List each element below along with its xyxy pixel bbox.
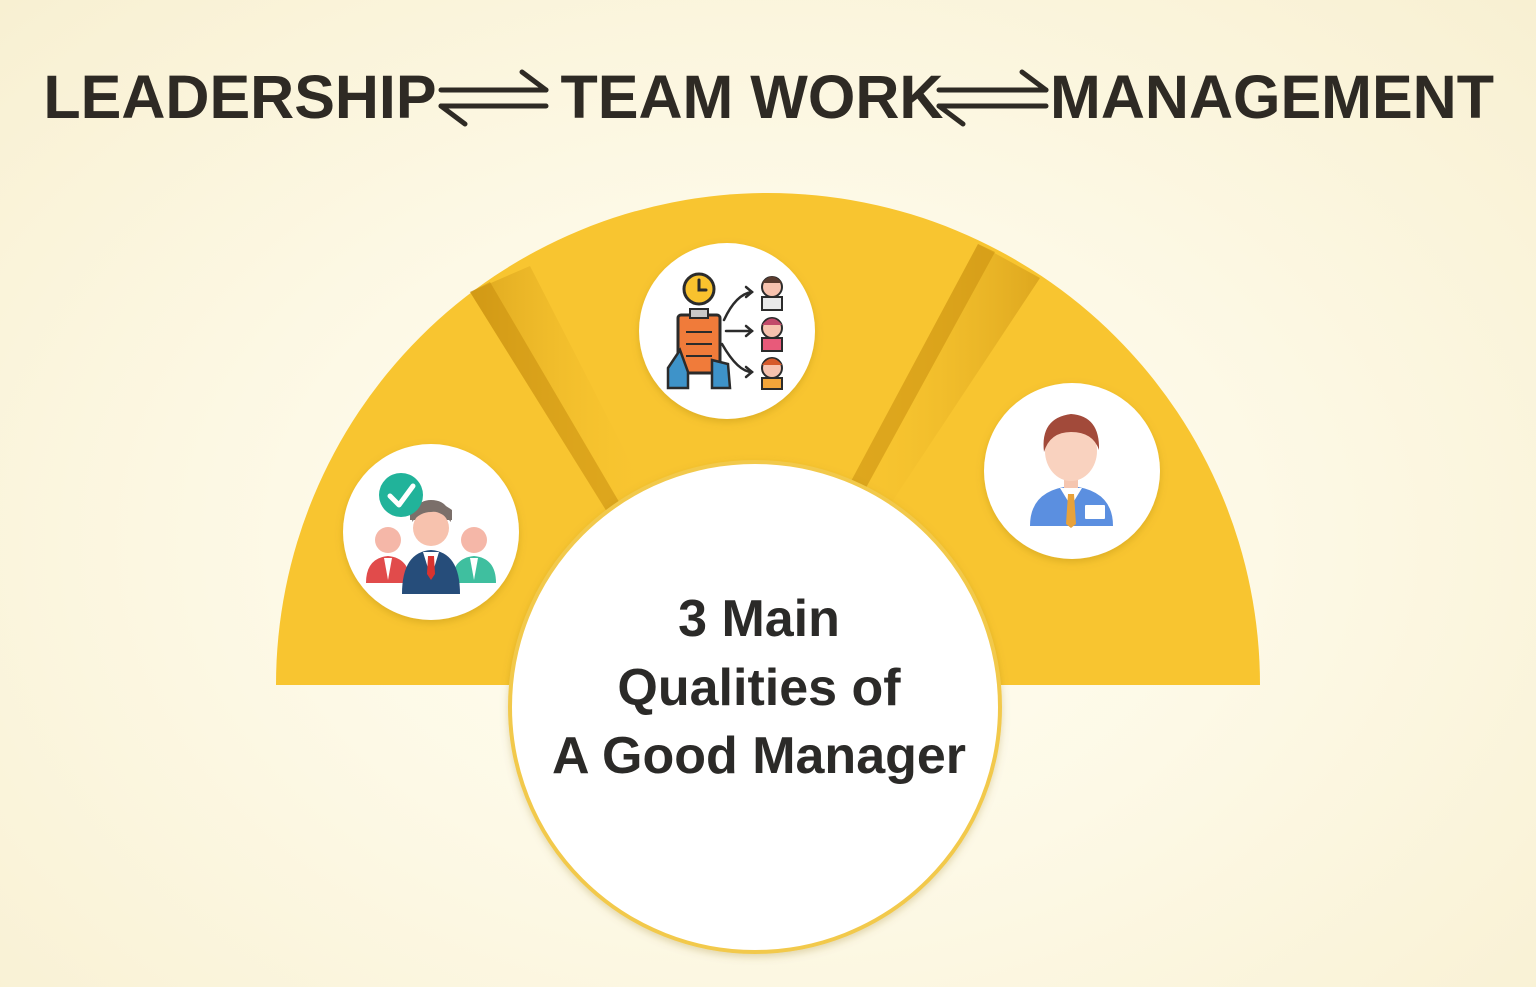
manager-icon — [1030, 414, 1113, 528]
task-delegation-icon — [666, 272, 783, 390]
team-leader-icon — [366, 473, 496, 594]
segment-leadership — [343, 444, 519, 620]
header-word-leadership: LEADERSHIP — [43, 63, 436, 131]
segment-team-work — [639, 243, 815, 419]
header-word-management: MANAGEMENT — [1050, 63, 1494, 131]
center-circle — [508, 460, 1002, 954]
header-word-team-work: TEAM WORK — [561, 63, 944, 131]
center-text-line-2: Qualities of — [617, 659, 901, 717]
center-text-line-1: 3 Main — [678, 590, 840, 648]
segment-management — [984, 383, 1160, 559]
segment-divider-right — [842, 244, 1040, 520]
segment-divider-left — [470, 266, 650, 520]
header: LEADERSHIP TEAM WORK MANAGEMENT — [43, 63, 1494, 131]
center-badge: 3 Main Qualities of A Good Manager — [508, 460, 1002, 954]
quality-arc — [276, 193, 1260, 685]
two-way-arrow-icon — [936, 69, 1049, 127]
two-way-arrow-icon — [438, 69, 549, 127]
center-text-line-3: A Good Manager — [552, 727, 966, 785]
